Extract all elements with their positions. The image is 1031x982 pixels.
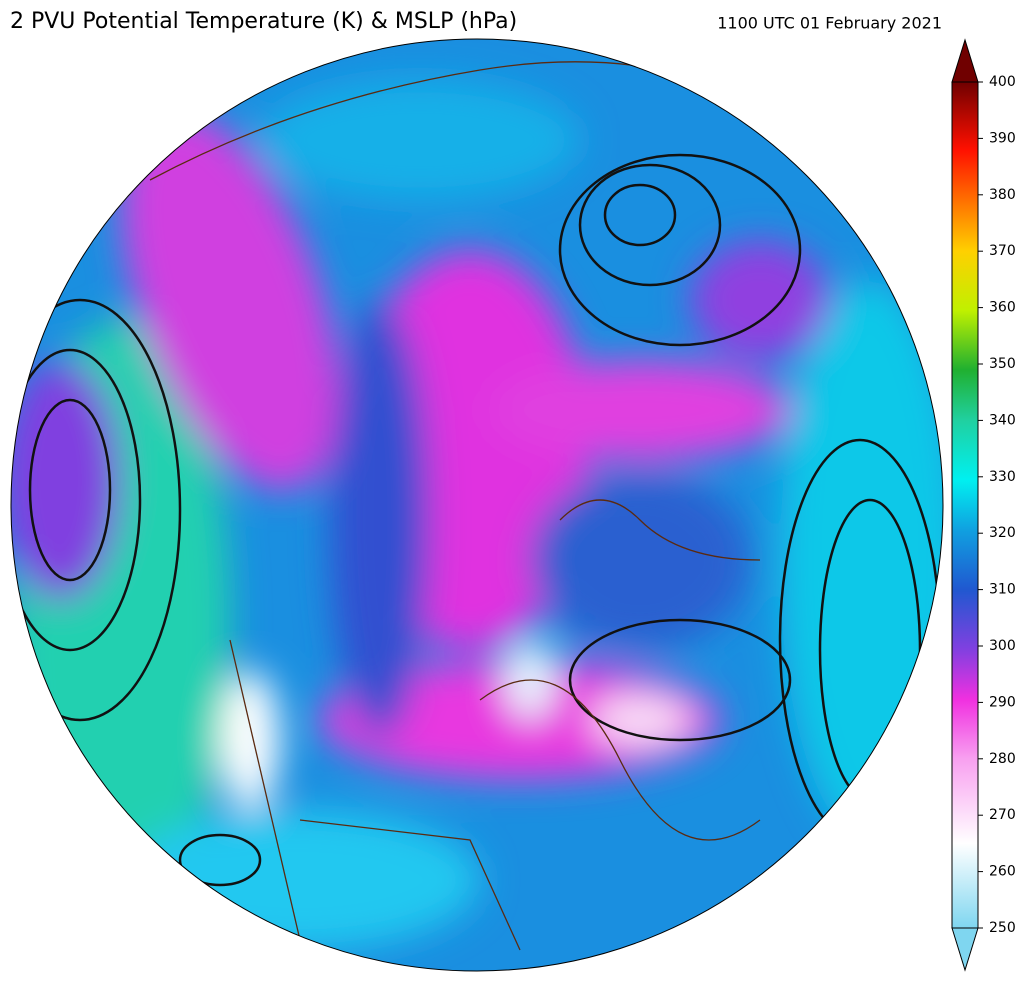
colorbar-tick-label: 270	[989, 807, 1016, 823]
colorbar-tick-label: 400	[989, 74, 1016, 90]
map-title: 2 PVU Potential Temperature (K) & MSLP (…	[10, 9, 517, 34]
colorbar-tick-label: 310	[989, 582, 1016, 598]
colorbar-tick-label: 280	[989, 751, 1016, 767]
map-field	[11, 39, 943, 971]
colorbar-tick-label: 380	[989, 187, 1016, 203]
colorbar-tick-label: 360	[989, 300, 1016, 316]
colorbar-tick-label: 390	[989, 130, 1016, 146]
colorbar-extend-min	[951, 927, 979, 972]
colorbar-tick-label: 290	[989, 694, 1016, 710]
colorbar-tick-label: 330	[989, 469, 1016, 485]
colorbar-tick-label: 340	[989, 412, 1016, 428]
colorbar-tick-label: 320	[989, 525, 1016, 541]
colorbar-tick-label: 260	[989, 864, 1016, 880]
colorbar-extend-max	[951, 38, 979, 83]
colorbar-tick-label: 300	[989, 638, 1016, 654]
colorbar-tick-label: 250	[989, 920, 1016, 936]
colorbar-bar	[951, 81, 979, 929]
map-timestamp: 1100 UTC 01 February 2021	[717, 14, 942, 33]
colorbar	[951, 38, 979, 972]
colorbar-tick-label: 370	[989, 243, 1016, 259]
globe-outline	[10, 38, 944, 972]
colorbar-tick-label: 350	[989, 356, 1016, 372]
